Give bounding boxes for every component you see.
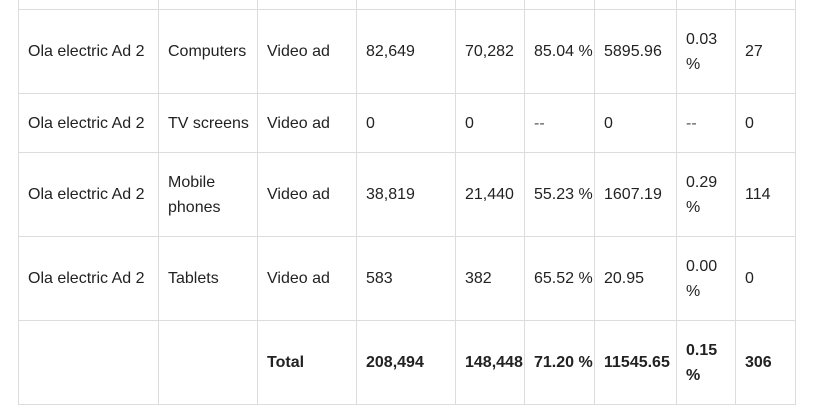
device-cell: Computers bbox=[158, 9, 258, 94]
device-cell: TV screens bbox=[158, 93, 258, 153]
table-cell bbox=[735, 0, 796, 10]
views-cell: 21,440 bbox=[455, 152, 525, 237]
views-cell: 0 bbox=[455, 93, 525, 153]
clicks-cell: 0 bbox=[735, 236, 796, 321]
ad-type-cell: Video ad bbox=[257, 93, 357, 153]
clicks-cell: 0 bbox=[735, 93, 796, 153]
views-cell: 382 bbox=[455, 236, 525, 321]
table-cell bbox=[18, 0, 159, 10]
total-cost-cell: 11545.65 bbox=[594, 320, 677, 405]
table-cell bbox=[455, 0, 525, 10]
table-row: Ola electric Ad 2 TV screens Video ad 0 … bbox=[18, 93, 796, 153]
table-row: Ola electric Ad 2 Tablets Video ad 583 3… bbox=[18, 236, 796, 321]
table-cell bbox=[594, 0, 677, 10]
table-cell bbox=[676, 0, 736, 10]
table-cell bbox=[257, 0, 357, 10]
impressions-cell: 82,649 bbox=[356, 9, 456, 94]
ctr-cell: -- bbox=[676, 93, 736, 153]
ctr-cell: 0.03 % bbox=[676, 9, 736, 94]
ctr-cell: 0.00 % bbox=[676, 236, 736, 321]
clicks-cell: 27 bbox=[735, 9, 796, 94]
ad-name-cell: Ola electric Ad 2 bbox=[18, 236, 159, 321]
impressions-cell: 38,819 bbox=[356, 152, 456, 237]
table-row-partial bbox=[18, 0, 796, 10]
ad-performance-table: Ola electric Ad 2 Computers Video ad 82,… bbox=[18, 0, 796, 405]
total-view-rate-cell: 71.20 % bbox=[524, 320, 595, 405]
device-cell: Mobile phones bbox=[158, 152, 258, 237]
total-ctr-cell: 0.15 % bbox=[676, 320, 736, 405]
ad-name-cell: Ola electric Ad 2 bbox=[18, 9, 159, 94]
cost-cell: 20.95 bbox=[594, 236, 677, 321]
total-label: Total bbox=[257, 320, 357, 405]
view-rate-cell: -- bbox=[524, 93, 595, 153]
total-clicks-cell: 306 bbox=[735, 320, 796, 405]
ad-type-cell: Video ad bbox=[257, 152, 357, 237]
ctr-cell: 0.29 % bbox=[676, 152, 736, 237]
cost-cell: 0 bbox=[594, 93, 677, 153]
impressions-cell: 583 bbox=[356, 236, 456, 321]
table-cell bbox=[158, 320, 258, 405]
table-cell bbox=[158, 0, 258, 10]
total-row: Total 208,494 148,448 71.20 % 11545.65 0… bbox=[18, 320, 796, 405]
ad-name-cell: Ola electric Ad 2 bbox=[18, 93, 159, 153]
table-cell bbox=[18, 320, 159, 405]
total-views-cell: 148,448 bbox=[455, 320, 525, 405]
device-cell: Tablets bbox=[158, 236, 258, 321]
impressions-cell: 0 bbox=[356, 93, 456, 153]
ad-name-cell: Ola electric Ad 2 bbox=[18, 152, 159, 237]
clicks-cell: 114 bbox=[735, 152, 796, 237]
ad-type-cell: Video ad bbox=[257, 9, 357, 94]
table-cell bbox=[524, 0, 595, 10]
table-row: Ola electric Ad 2 Mobile phones Video ad… bbox=[18, 152, 796, 237]
table-row: Ola electric Ad 2 Computers Video ad 82,… bbox=[18, 9, 796, 94]
ad-type-cell: Video ad bbox=[257, 236, 357, 321]
cost-cell: 1607.19 bbox=[594, 152, 677, 237]
views-cell: 70,282 bbox=[455, 9, 525, 94]
total-impressions-cell: 208,494 bbox=[356, 320, 456, 405]
cost-cell: 5895.96 bbox=[594, 9, 677, 94]
view-rate-cell: 85.04 % bbox=[524, 9, 595, 94]
table-cell bbox=[356, 0, 456, 10]
view-rate-cell: 65.52 % bbox=[524, 236, 595, 321]
view-rate-cell: 55.23 % bbox=[524, 152, 595, 237]
